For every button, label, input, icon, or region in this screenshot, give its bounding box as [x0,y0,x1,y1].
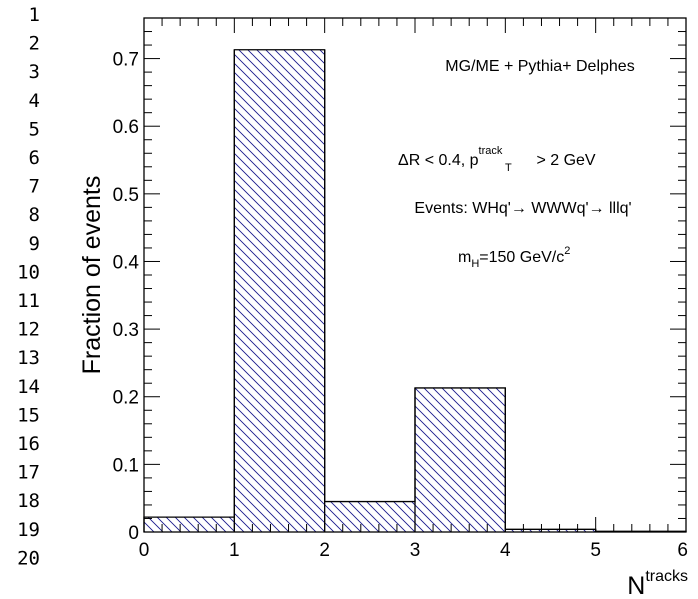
line-number: 1 [29,4,40,26]
line-number: 2 [29,33,40,55]
y-tick-label: 0.5 [113,185,139,206]
process-annotation: Events: WHq'→ WWWq'→ lllq' [414,200,631,217]
x-tick-label: 5 [590,540,601,561]
line-number: 12 [17,319,40,341]
x-axis-title-sup: tracks [645,568,688,585]
y-tick-label: 0.4 [113,252,140,273]
line-number: 6 [29,147,40,169]
histogram-bin [144,517,235,532]
line-number: 10 [17,261,40,283]
mass-mid: =150 GeV/c [479,249,564,266]
line-number: 9 [29,233,40,255]
y-tick-labels: 0 0.1 0.2 0.3 0.4 0.5 0.6 0.7 [113,50,140,544]
x-tick-label: 3 [410,540,421,561]
histogram-bin [234,49,325,533]
y-axis-title: Fraction of events [78,176,106,375]
line-number: 20 [17,547,40,569]
x-tick-label: 4 [500,540,511,561]
cut-sup: track [479,145,503,157]
histogram-bin [505,529,596,532]
line-number: 17 [17,462,40,484]
line-number: 8 [29,204,40,226]
y-tick-label: 0.1 [113,455,139,476]
line-number: 3 [29,61,40,83]
x-axis-title-base: N [627,572,645,599]
mass-annotation: mH=150 GeV/c2 [458,245,570,270]
line-number: 19 [17,519,40,541]
cut-suffix: > 2 GeV [532,152,596,169]
axis-ticks [143,17,687,533]
generator-annotation: MG/ME + Pythia+ Delphes [445,58,634,75]
line-number: 7 [29,176,40,198]
line-number: 13 [17,347,40,369]
y-tick-label: 0.3 [113,320,139,341]
mass-sup: 2 [564,245,570,257]
x-tick-label: 0 [139,540,150,561]
cut-sub: T [505,162,512,174]
y-tick-label: 0.7 [113,50,139,71]
line-number: 4 [29,90,40,112]
line-number: 15 [17,404,40,426]
y-tick-label: 0.6 [113,117,139,138]
mass-prefix: m [458,249,471,266]
line-number: 18 [17,490,40,512]
histogram-bars [143,49,687,533]
y-tick-label: 0 [128,523,139,544]
cut-annotation: ΔR < 0.4, ptrackT > 2 GeV [398,145,596,174]
line-number: 16 [17,433,40,455]
line-number: 14 [17,376,40,398]
histogram-bin [324,501,415,532]
x-tick-labels: 0 1 2 3 4 5 6 [139,540,688,561]
x-tick-label: 1 [229,540,240,561]
y-tick-label: 0.2 [113,388,139,409]
x-tick-label: 6 [677,540,688,561]
histogram-bin [415,387,506,532]
mass-sub: H [471,258,479,270]
line-number: 11 [17,290,40,312]
x-axis-title: Ntracks [627,568,688,599]
cut-prefix: ΔR < 0.4, p [398,152,479,169]
x-tick-label: 2 [319,540,330,561]
annotation-block: MG/ME + Pythia+ Delphes ΔR < 0.4, ptrack… [398,58,635,270]
line-number: 5 [29,118,40,140]
